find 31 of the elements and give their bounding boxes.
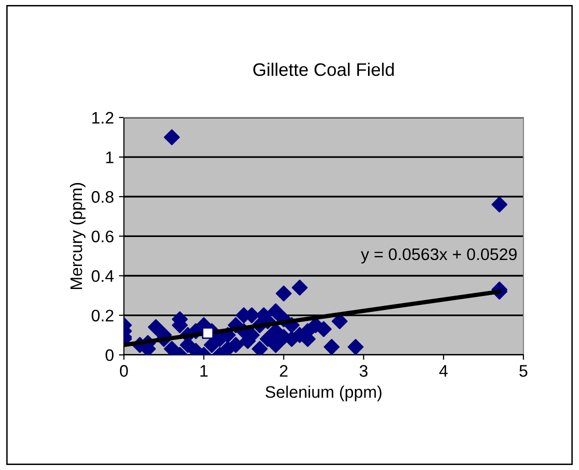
point bbox=[324, 338, 340, 355]
point bbox=[202, 327, 214, 339]
x-tick-label: 5 bbox=[519, 365, 528, 377]
x-tick-label: 1 bbox=[200, 365, 208, 377]
point bbox=[316, 321, 332, 338]
point bbox=[164, 129, 180, 146]
y-tick-label: 0.6 bbox=[92, 230, 114, 242]
y-tick-label: 1 bbox=[106, 152, 114, 164]
annotation: y = 0.0563x + 0.0529 bbox=[360, 248, 517, 264]
x-tick-label: 0 bbox=[120, 365, 128, 377]
point bbox=[268, 336, 284, 353]
point bbox=[276, 286, 292, 302]
point bbox=[164, 340, 180, 355]
chart-title: Gillette Coal Field bbox=[253, 62, 394, 76]
point bbox=[252, 340, 268, 355]
point bbox=[148, 319, 164, 336]
y-tick-label: 0.2 bbox=[92, 310, 114, 322]
x-tick-label: 3 bbox=[360, 365, 368, 377]
y-tick-label: 1.2 bbox=[92, 112, 114, 124]
point bbox=[228, 336, 244, 353]
point bbox=[268, 303, 284, 320]
point bbox=[348, 338, 364, 355]
x-tick-label: 4 bbox=[439, 365, 448, 377]
x-tick-label: 2 bbox=[280, 365, 288, 377]
y-tick-label: 0.4 bbox=[92, 270, 114, 282]
point bbox=[292, 280, 308, 296]
y-tick-label: 0.8 bbox=[92, 191, 114, 203]
y-tick-label: 0 bbox=[106, 349, 114, 362]
point bbox=[491, 196, 508, 213]
y-axis-title: Mercury (ppm) bbox=[70, 183, 86, 289]
x-axis-title: Selenium (ppm) bbox=[266, 386, 382, 402]
